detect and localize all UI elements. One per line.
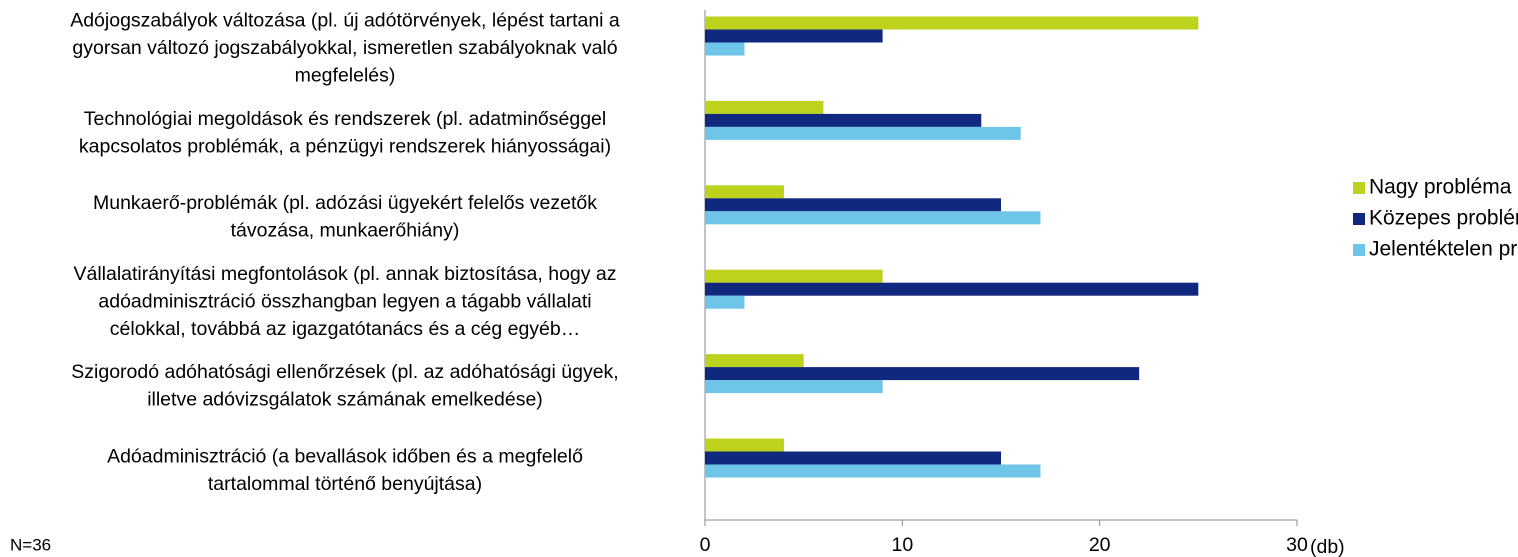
- bar: [705, 464, 1041, 478]
- category-label: megfelelés): [295, 65, 396, 87]
- note: N=36: [10, 535, 51, 554]
- category-label: adóadminisztráció összhangban legyen a t…: [98, 290, 591, 312]
- bar: [705, 198, 1001, 212]
- bar: [705, 211, 1041, 225]
- category-label: gyorsan változó jogszabályokkal, ismeret…: [72, 37, 617, 59]
- bar: [705, 367, 1140, 381]
- category-label: Szigorodó adóhatósági ellenőrzések (pl. …: [71, 361, 618, 383]
- bar: [705, 295, 745, 309]
- bar: [705, 29, 883, 43]
- x-tick-label: 10: [891, 534, 913, 556]
- x-tick-label: 30: [1286, 534, 1308, 556]
- bar: [705, 16, 1199, 30]
- bar: [705, 354, 804, 368]
- bar: [705, 380, 883, 394]
- category-label: Munkaerő-problémák (pl. adózási ügyekért…: [93, 192, 597, 214]
- bar: [705, 42, 745, 56]
- legend-label: Jelentéktelen probléma: [1369, 238, 1518, 261]
- bar: [705, 100, 824, 114]
- category-label: Vállalatirányítási megfontolások (pl. an…: [73, 263, 616, 285]
- category-label: Adóadminisztráció (a bevallások időben é…: [107, 445, 583, 467]
- category-label: tartalommal történő benyújtása): [208, 473, 482, 495]
- legend-label: Közepes probléma: [1369, 207, 1518, 230]
- bar: [705, 126, 1021, 140]
- bar: [705, 451, 1001, 465]
- category-label: Adójogszabályok változása (pl. új adótör…: [70, 10, 620, 32]
- legend-swatch: [1353, 213, 1365, 225]
- bar: [705, 113, 982, 127]
- bar: [705, 438, 784, 452]
- legend-label: Nagy probléma: [1369, 176, 1512, 199]
- category-label: Technológiai megoldások és rendszerek (p…: [84, 108, 606, 130]
- x-axis-label: (db): [1310, 536, 1345, 557]
- bar: [705, 282, 1199, 296]
- legend-swatch: [1353, 182, 1365, 194]
- legend-swatch: [1353, 244, 1365, 256]
- category-label: kapcsolatos problémák, a pénzügyi rendsz…: [79, 135, 611, 157]
- x-tick-label: 0: [700, 534, 711, 556]
- category-label: távozása, munkaerőhiány): [231, 220, 460, 242]
- category-label: illetve adóvizsgálatok számának emelkedé…: [147, 389, 543, 411]
- x-tick-label: 20: [1089, 534, 1111, 556]
- bar: [705, 185, 784, 199]
- category-label: célokkal, továbbá az igazgatótanács és a…: [110, 318, 580, 340]
- bar: [705, 269, 883, 283]
